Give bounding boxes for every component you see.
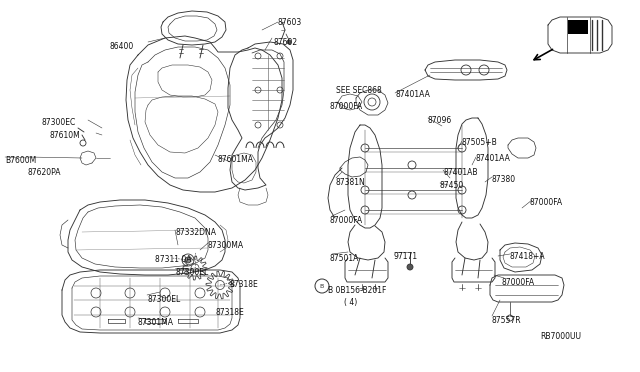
Text: 87401AA: 87401AA bbox=[476, 154, 511, 163]
Text: 87602: 87602 bbox=[273, 38, 297, 47]
Text: 87620PA: 87620PA bbox=[28, 168, 61, 177]
Text: 86400: 86400 bbox=[110, 42, 134, 51]
Text: 87096: 87096 bbox=[428, 116, 452, 125]
Text: B7600M: B7600M bbox=[5, 156, 36, 165]
Text: 87000FA: 87000FA bbox=[330, 216, 363, 225]
Text: 87318E: 87318E bbox=[215, 308, 244, 317]
Text: 97171: 97171 bbox=[394, 252, 418, 261]
Text: 87381N: 87381N bbox=[336, 178, 365, 187]
Text: 87401AA: 87401AA bbox=[395, 90, 430, 99]
Text: 87501A: 87501A bbox=[330, 254, 360, 263]
Text: 87300EL: 87300EL bbox=[147, 295, 180, 304]
Text: 87610M: 87610M bbox=[50, 131, 81, 140]
Circle shape bbox=[407, 264, 413, 270]
Text: 87300EC: 87300EC bbox=[42, 118, 76, 127]
Text: 87380: 87380 bbox=[492, 175, 516, 184]
Text: 87450: 87450 bbox=[440, 181, 464, 190]
Text: SEE SEC868: SEE SEC868 bbox=[336, 86, 381, 95]
Text: 87000FA: 87000FA bbox=[330, 102, 363, 111]
Circle shape bbox=[185, 257, 191, 263]
Text: 87300EL: 87300EL bbox=[175, 268, 208, 277]
Text: 87311 0A: 87311 0A bbox=[155, 255, 191, 264]
Text: 87332DNA: 87332DNA bbox=[175, 228, 216, 237]
Text: 87601MA: 87601MA bbox=[218, 155, 254, 164]
Text: ( 4): ( 4) bbox=[344, 298, 357, 307]
Text: B: B bbox=[320, 283, 324, 289]
Bar bbox=[568, 20, 588, 34]
Text: 87318E: 87318E bbox=[230, 280, 259, 289]
Text: 87000FA: 87000FA bbox=[502, 278, 535, 287]
Text: 87300MA: 87300MA bbox=[208, 241, 244, 250]
Text: 87505+B: 87505+B bbox=[462, 138, 498, 147]
Text: 87301MA: 87301MA bbox=[138, 318, 174, 327]
Text: RB7000UU: RB7000UU bbox=[540, 332, 581, 341]
Text: 87401AB: 87401AB bbox=[443, 168, 477, 177]
Text: 87000FA: 87000FA bbox=[530, 198, 563, 207]
Text: 87603: 87603 bbox=[278, 18, 302, 27]
Circle shape bbox=[287, 40, 291, 44]
Text: 87557R: 87557R bbox=[492, 316, 522, 325]
Text: 87418+A: 87418+A bbox=[510, 252, 546, 261]
Text: B 0B156-B201F: B 0B156-B201F bbox=[328, 286, 387, 295]
